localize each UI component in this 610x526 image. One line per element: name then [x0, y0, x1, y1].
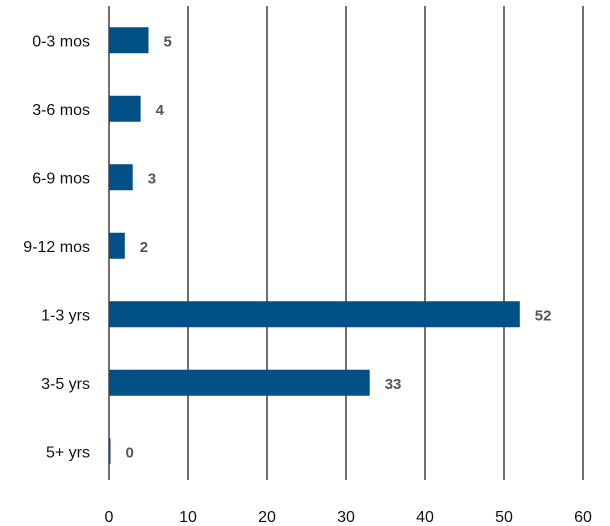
category-label: 6-9 mos: [32, 170, 90, 187]
category-label: 0-3 mos: [32, 33, 90, 50]
category-label: 3-6 mos: [32, 102, 90, 119]
value-label: 0: [126, 444, 134, 461]
category-label: 3-5 yrs: [41, 376, 90, 393]
value-label: 5: [164, 33, 172, 50]
category-label: 9-12 mos: [23, 239, 90, 256]
x-tick-label: 30: [337, 509, 355, 526]
category-label: 5+ yrs: [46, 444, 90, 461]
value-labels: 5 4 3 2 52 33 0: [126, 33, 552, 461]
bar-1-3-yrs: [109, 301, 520, 328]
x-tick-label: 10: [179, 509, 197, 526]
x-tick-label: 60: [574, 509, 592, 526]
category-labels: 0-3 mos 3-6 mos 6-9 mos 9-12 mos 1-3 yrs 3-5 …: [23, 33, 90, 461]
x-tick-label: 40: [416, 509, 434, 526]
gridlines: [108, 6, 584, 480]
bar-5-yrs: [109, 438, 111, 465]
value-label: 33: [385, 376, 402, 393]
bar-0-3-mos: [109, 27, 149, 54]
bar-3-6-mos: [109, 95, 141, 122]
bar-3-5-yrs: [109, 369, 370, 396]
x-tick-label: 20: [258, 509, 276, 526]
value-label: 4: [156, 102, 165, 119]
value-label: 3: [148, 170, 156, 187]
x-tick-label: 50: [495, 509, 513, 526]
value-label: 52: [535, 307, 552, 324]
bar-9-12-mos: [109, 232, 125, 259]
x-tick-label: 0: [105, 509, 114, 526]
x-axis-tick-labels: 0 10 20 30 40 50 60: [105, 509, 592, 526]
bars: [109, 27, 520, 465]
value-label: 2: [140, 239, 148, 256]
category-label: 1-3 yrs: [41, 307, 90, 324]
bar-6-9-mos: [109, 164, 133, 191]
